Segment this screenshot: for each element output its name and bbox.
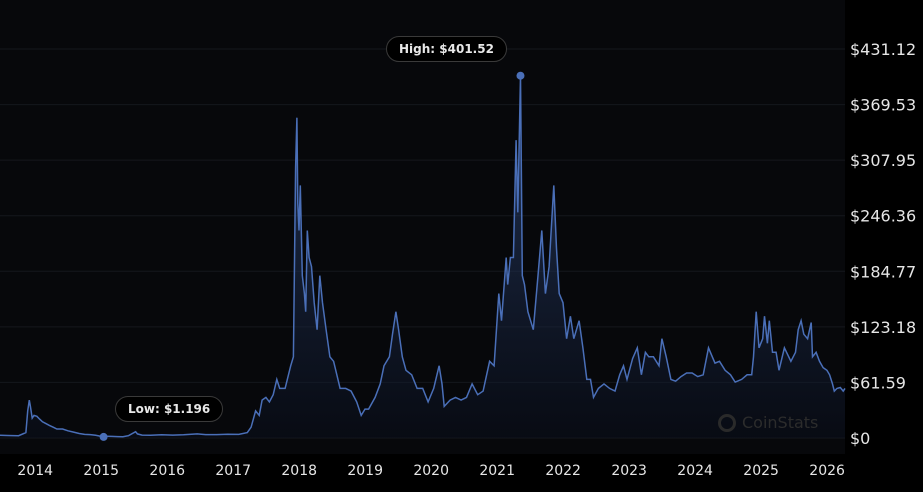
x-tick-label: 2021 (479, 463, 515, 479)
low-label: Low: $1.196 (115, 396, 224, 422)
price-area (0, 75, 845, 438)
x-tick-label: 2023 (611, 463, 647, 479)
x-tick-label: 2025 (743, 463, 779, 479)
y-tick-label: $123.18 (850, 318, 916, 337)
y-tick-label: $61.59 (850, 373, 906, 392)
x-tick-label: 2017 (215, 463, 251, 479)
x-tick-label: 2018 (281, 463, 317, 479)
x-tick-label: 2019 (347, 463, 383, 479)
y-tick-label: $0 (850, 429, 870, 448)
y-tick-label: $307.95 (850, 151, 916, 170)
x-tick-label: 2024 (677, 463, 713, 479)
low-marker (99, 432, 108, 441)
price-line (0, 75, 846, 438)
x-axis: 2014 2015 2016 2017 2018 2019 2020 2021 2022 2023… (17, 463, 845, 479)
watermark: CoinStats (718, 413, 818, 432)
x-tick-label: 2014 (17, 463, 53, 479)
watermark-text: CoinStats (742, 413, 819, 432)
x-tick-label: 2022 (545, 463, 581, 479)
high-label: High: $401.52 (386, 36, 507, 62)
y-tick-label: $184.77 (850, 262, 916, 281)
x-tick-label: 2016 (149, 463, 185, 479)
x-tick-label: 2020 (413, 463, 449, 479)
x-tick-label: 2026 (809, 463, 845, 479)
high-marker (516, 71, 525, 80)
y-tick-label: $246.36 (850, 207, 916, 226)
y-axis: $0 $61.59 $123.18 $184.77 $246.36 $307.95 $369… (850, 40, 916, 448)
x-tick-label: 2015 (83, 463, 119, 479)
y-tick-label: $431.12 (850, 40, 916, 59)
coinstats-logo-icon (718, 413, 736, 432)
y-tick-label: $369.53 (850, 96, 916, 115)
